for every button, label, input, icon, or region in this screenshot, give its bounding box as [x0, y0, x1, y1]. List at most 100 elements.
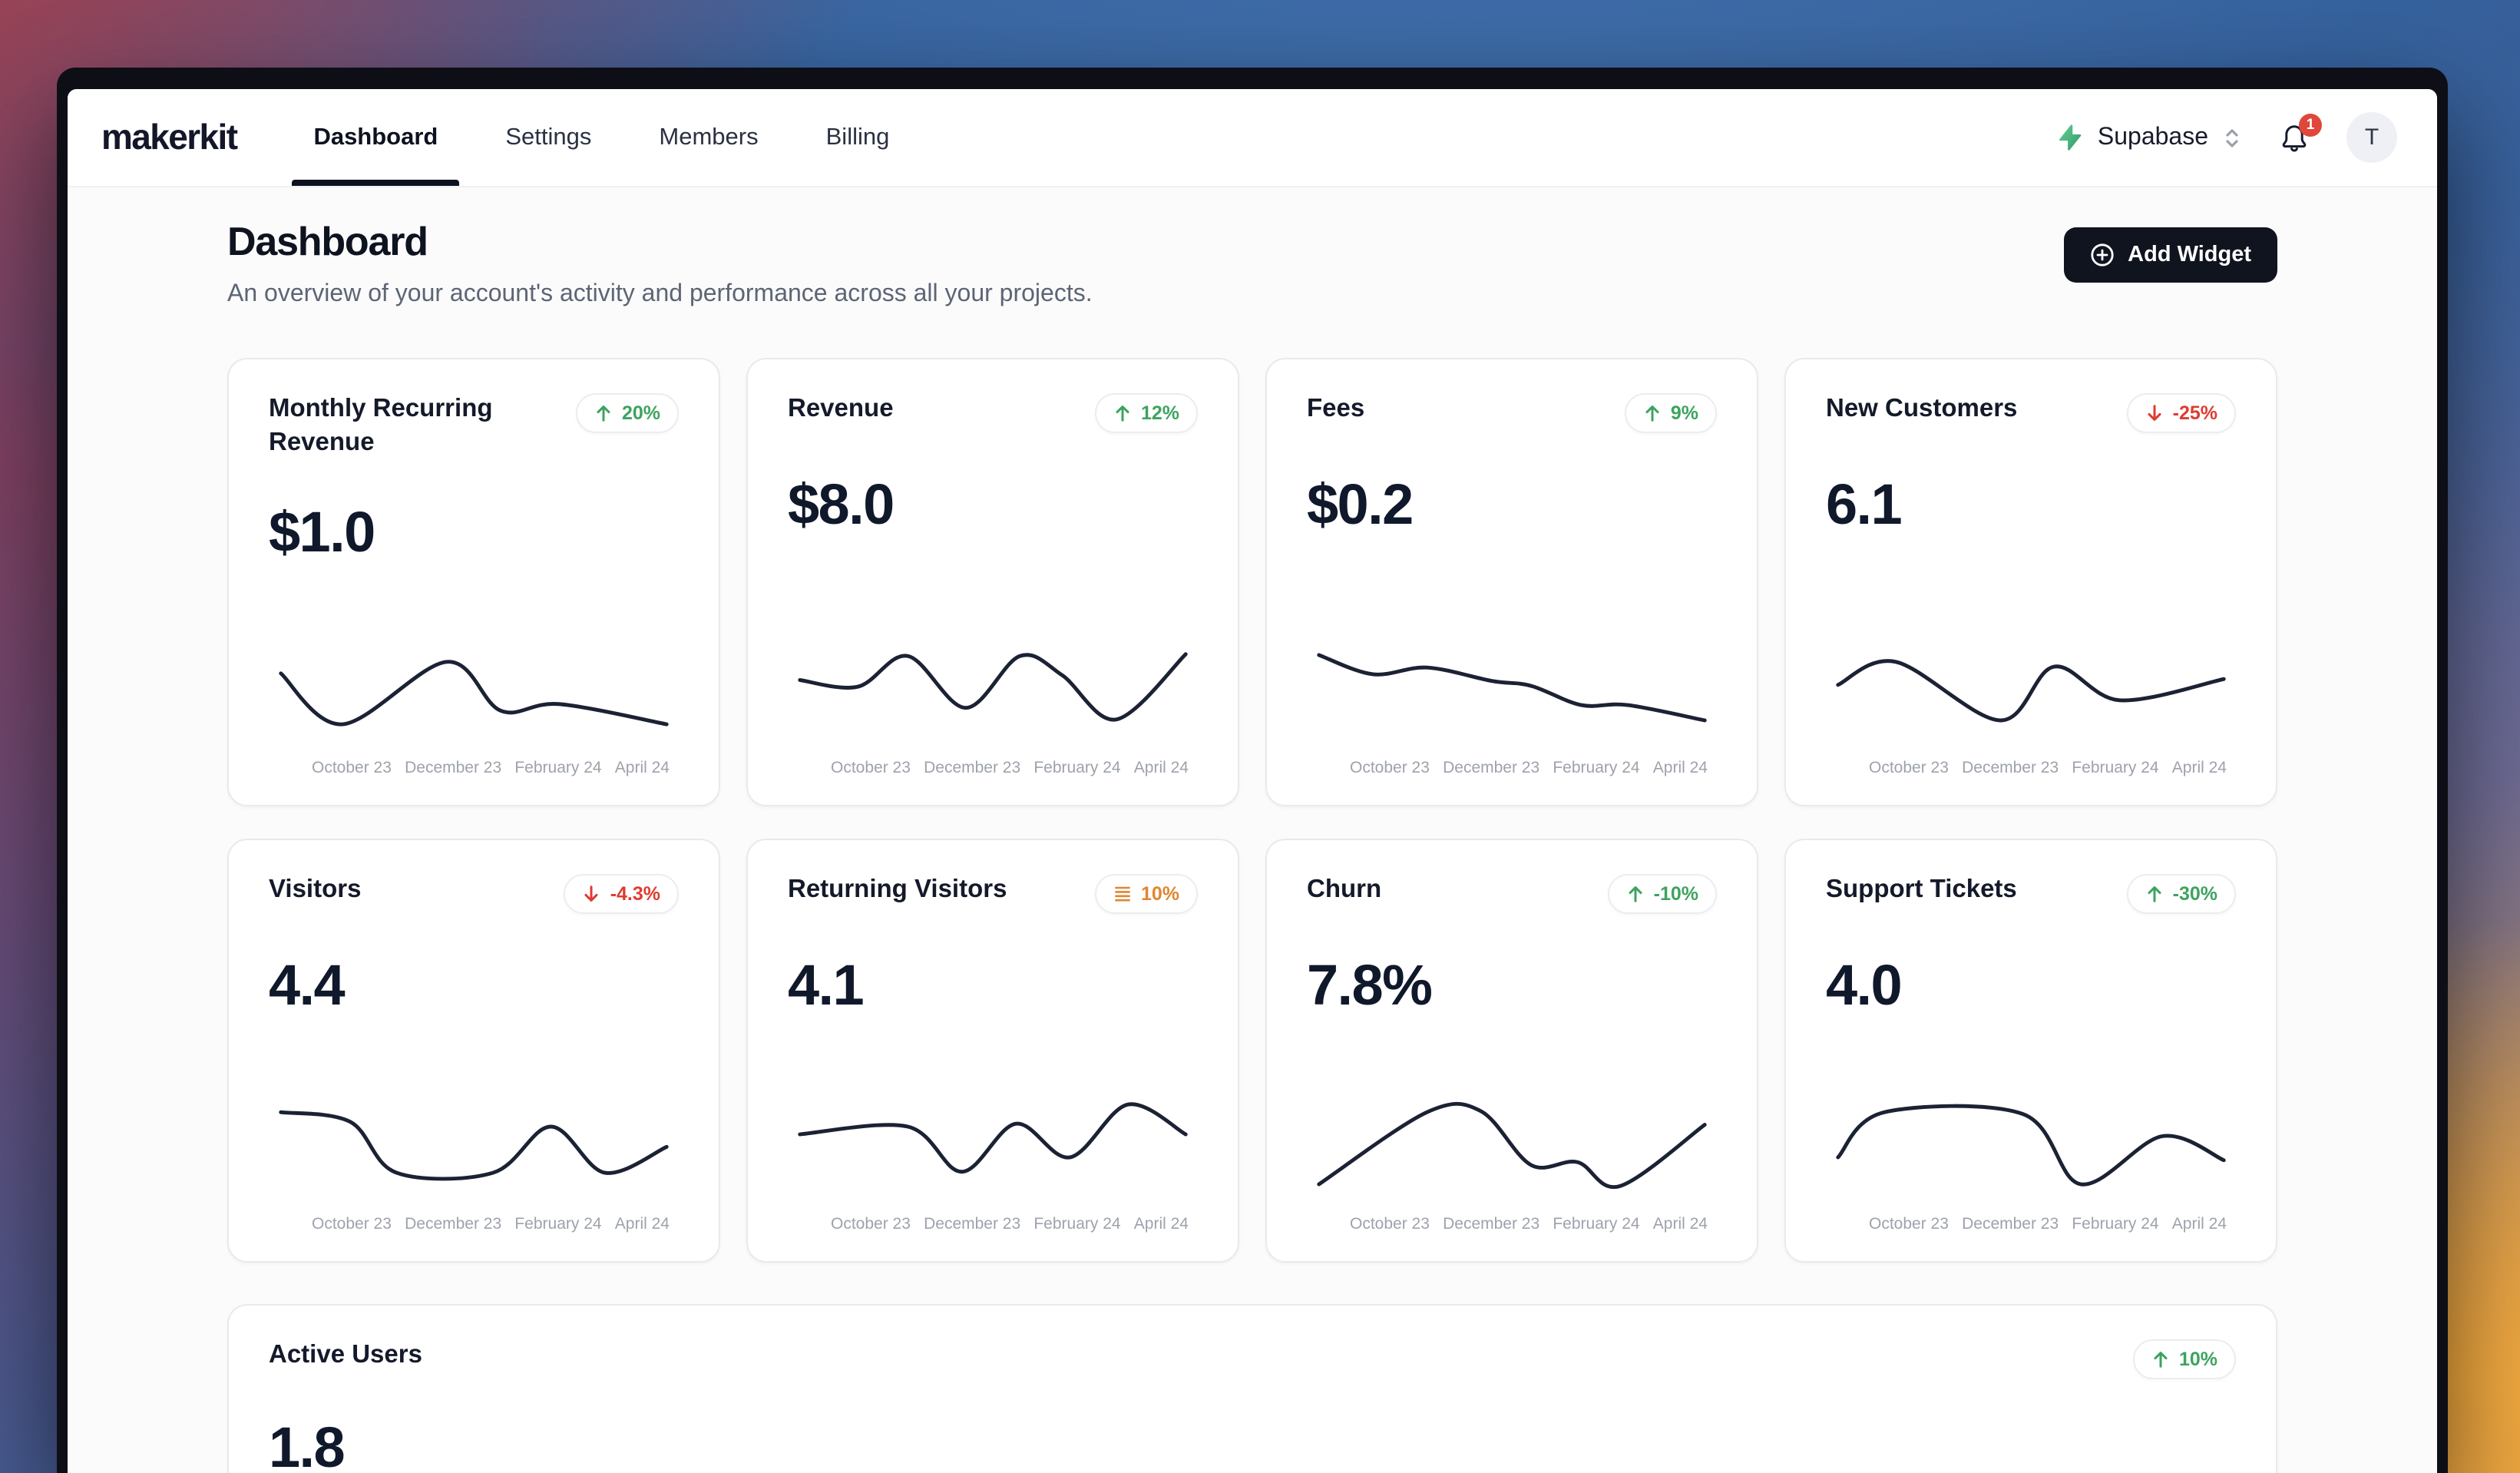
brand-logo: makerkit — [101, 117, 238, 157]
x-axis-label: December 23 — [1443, 759, 1540, 777]
metric-card: Returning Visitors 10% 4.1 October 23 De… — [746, 839, 1239, 1263]
card-header: Revenue 12% — [788, 393, 1198, 433]
x-axis-labels: October 23 December 23 February 24 April… — [278, 759, 670, 777]
page-header: Dashboard An overview of your account's … — [227, 218, 2277, 309]
x-axis-label: April 24 — [614, 759, 670, 777]
trend-up-icon — [1626, 885, 1645, 903]
metric-title: Revenue — [788, 395, 894, 422]
sparkline-chart: October 23 December 23 February 24 April… — [269, 634, 679, 777]
trend-value: 9% — [1670, 402, 1698, 424]
bell-icon — [2279, 122, 2310, 153]
metric-title: Returning Visitors — [788, 876, 1007, 903]
notification-count-badge: 1 — [2299, 113, 2322, 136]
card-spacer — [269, 565, 679, 634]
x-axis-label: December 23 — [924, 1215, 1021, 1233]
x-axis-labels: October 23 December 23 February 24 April… — [1835, 1215, 2227, 1233]
x-axis-label: February 24 — [1033, 1215, 1121, 1233]
page-heading-block: Dashboard An overview of your account's … — [227, 218, 1093, 309]
trend-value: -30% — [2172, 883, 2217, 905]
metric-title: Monthly Recurring Revenue — [269, 395, 493, 456]
workspace-selector[interactable]: Supabase — [2055, 123, 2242, 152]
metric-card: Support Tickets -30% 4.0 October 23 Dece… — [1784, 839, 2277, 1263]
trend-badge: -30% — [2126, 874, 2236, 914]
x-axis-label: December 23 — [924, 759, 1021, 777]
sparkline-chart: October 23 December 23 February 24 April… — [1826, 634, 2236, 777]
sparkline — [1836, 659, 2226, 723]
x-axis-label: December 23 — [405, 1215, 502, 1233]
metric-value: 4.1 — [788, 954, 865, 1017]
page-subtitle: An overview of your account's activity a… — [227, 281, 1093, 307]
x-axis-label: April 24 — [1133, 759, 1189, 777]
x-axis-label: April 24 — [614, 1215, 670, 1233]
metric-title: Fees — [1307, 395, 1365, 422]
nav-tab-dashboard[interactable]: Dashboard — [292, 89, 460, 186]
x-axis-label: February 24 — [2072, 1215, 2159, 1233]
sparkline — [279, 660, 669, 727]
trend-up-icon — [2151, 1350, 2170, 1369]
trend-up-icon — [1643, 404, 1662, 422]
sparkline-chart: October 23 December 23 February 24 April… — [269, 1091, 679, 1233]
trend-badge: 10% — [1094, 874, 1198, 914]
page-title: Dashboard — [227, 218, 428, 264]
metric-value: $0.2 — [1307, 473, 1414, 536]
x-axis-label: October 23 — [1350, 759, 1430, 777]
trend-value: 12% — [1140, 402, 1179, 424]
nav-tab-billing[interactable]: Billing — [825, 124, 890, 150]
nav-tab-settings[interactable]: Settings — [505, 124, 592, 150]
metric-title: New Customers — [1826, 395, 2018, 422]
sparkline — [798, 652, 1188, 722]
active-users-card: Active Users 10% 1.8 — [227, 1304, 2277, 1473]
app-window: makerkit Dashboard Settings Members Bill… — [57, 68, 2448, 1473]
add-widget-label: Add Widget — [2128, 243, 2251, 267]
x-axis-label: February 24 — [1553, 759, 1640, 777]
nav-tab-members[interactable]: Members — [659, 124, 759, 150]
plus-circle-icon — [2089, 243, 2114, 267]
x-axis-label: October 23 — [831, 759, 911, 777]
card-header: Active Users 10% — [269, 1339, 2236, 1379]
card-spacer — [1826, 1018, 2236, 1091]
trend-badge: 9% — [1624, 393, 1717, 433]
add-widget-button[interactable]: Add Widget — [2063, 227, 2277, 283]
card-spacer — [269, 1018, 679, 1091]
x-axis-labels: October 23 December 23 February 24 April… — [1316, 759, 1708, 777]
metric-card: Revenue 12% $8.0 October 23 December 23 … — [746, 358, 1239, 806]
x-axis-label: February 24 — [1553, 1215, 1640, 1233]
x-axis-label: October 23 — [312, 1215, 392, 1233]
notifications-button[interactable]: 1 — [2279, 113, 2322, 153]
workspace-name: Supabase — [2097, 124, 2208, 150]
metric-value: $1.0 — [269, 500, 375, 564]
trend-badge: 12% — [1094, 393, 1198, 433]
x-axis-labels: October 23 December 23 February 24 April… — [797, 759, 1189, 777]
metric-value: 1.8 — [269, 1416, 346, 1473]
trend-value: -4.3% — [610, 883, 660, 905]
x-axis-label: February 24 — [1033, 759, 1121, 777]
user-avatar[interactable]: T — [2346, 112, 2397, 163]
topbar-right-cluster: Supabase — [2055, 112, 2397, 163]
trend-badge: 10% — [2132, 1339, 2236, 1379]
trend-value: 10% — [1140, 883, 1179, 905]
x-axis-labels: October 23 December 23 February 24 April… — [797, 1215, 1189, 1233]
x-axis-label: April 24 — [2171, 759, 2227, 777]
metric-card: Monthly Recurring Revenue 20% $1.0 Octob… — [227, 358, 720, 806]
x-axis-label: December 23 — [1962, 1215, 2059, 1233]
metric-value: 6.1 — [1826, 473, 1903, 536]
card-spacer — [788, 538, 1198, 634]
metric-title: Visitors — [269, 876, 362, 903]
x-axis-label: April 24 — [1652, 1215, 1708, 1233]
dashboard-page: Dashboard An overview of your account's … — [68, 187, 2437, 1473]
trend-down-icon — [2145, 404, 2164, 422]
trend-up-icon — [1113, 404, 1132, 422]
x-axis-label: February 24 — [2072, 759, 2159, 777]
card-header: Visitors -4.3% — [269, 874, 679, 914]
trend-badge: -4.3% — [564, 874, 679, 914]
card-header: Churn -10% — [1307, 874, 1717, 914]
supabase-bolt-icon — [2055, 123, 2084, 152]
main-nav: Dashboard Settings Members Billing — [292, 89, 890, 186]
app-content: makerkit Dashboard Settings Members Bill… — [68, 89, 2437, 1473]
metric-card: New Customers -25% 6.1 October 23 Decemb… — [1784, 358, 2277, 806]
trend-down-icon — [583, 885, 601, 903]
sparkline — [1317, 1101, 1707, 1190]
metric-title: Churn — [1307, 876, 1382, 903]
sparkline-chart: October 23 December 23 February 24 April… — [788, 634, 1198, 777]
metric-card: Fees 9% $0.2 October 23 December 23 Febr… — [1265, 358, 1758, 806]
